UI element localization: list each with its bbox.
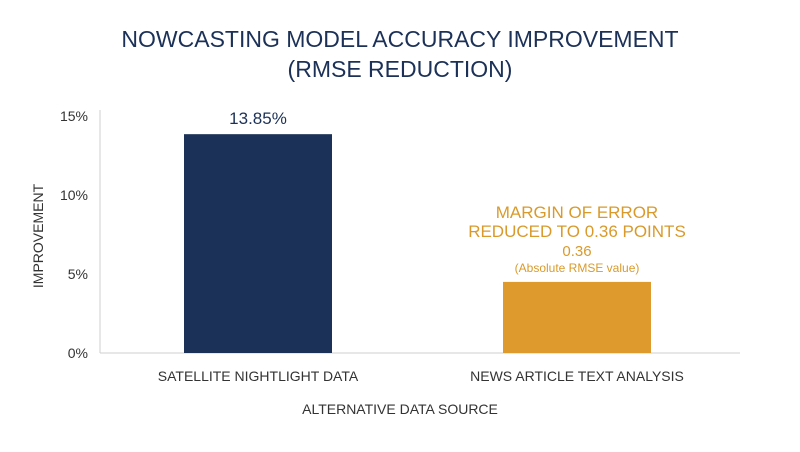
chart-title-line: (RMSE REDUCTION) (288, 56, 513, 82)
data-label-annotation: 0.36 (562, 243, 591, 260)
y-tick-label: 10% (60, 187, 88, 203)
data-label: 13.85% (229, 109, 287, 128)
chart-bars (184, 134, 651, 353)
data-label-annotation: REDUCED TO 0.36 POINTS (468, 222, 686, 241)
chart-title: NOWCASTING MODEL ACCURACY IMPROVEMENT (RM… (121, 26, 678, 82)
y-tick-label: 15% (60, 108, 88, 124)
chart-axes: 0% 5% 10% 15% IMPROVEMENT ALTERNATIVE DATA SO… (30, 108, 740, 417)
x-tick-label: SATELLITE NIGHTLIGHT DATA (158, 368, 359, 384)
y-axis-label: IMPROVEMENT (30, 183, 46, 288)
y-tick-label: 0% (68, 345, 88, 361)
bar (184, 134, 332, 353)
y-tick-label: 5% (68, 266, 88, 282)
data-label-annotation: (Absolute RMSE value) (515, 261, 640, 275)
x-tick-label: NEWS ARTICLE TEXT ANALYSIS (470, 368, 684, 384)
data-label-annotation: MARGIN OF ERROR (496, 203, 658, 222)
chart-title-line: NOWCASTING MODEL ACCURACY IMPROVEMENT (121, 26, 678, 52)
bar (503, 281, 651, 353)
x-axis-label: ALTERNATIVE DATA SOURCE (302, 401, 498, 417)
